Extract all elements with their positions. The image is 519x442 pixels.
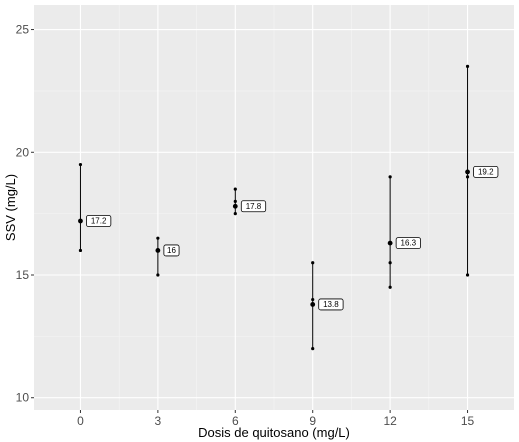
y-tick-label: 15 <box>16 268 30 282</box>
data-label-box <box>318 298 344 311</box>
mean-point <box>232 203 238 209</box>
data-point <box>311 297 315 302</box>
data-point <box>388 175 392 179</box>
data-label: 17.8 <box>246 202 262 211</box>
data-point <box>233 199 237 203</box>
data-label-box <box>395 237 421 249</box>
data-point <box>388 261 392 265</box>
x-axis-title: Dosis de quitosano (mg/L) <box>198 425 350 440</box>
data-label: 16.3 <box>401 239 417 248</box>
data-point <box>465 64 470 68</box>
x-tick-label: 6 <box>232 414 239 428</box>
data-point <box>78 248 83 253</box>
data-labels: 17.2 16 17.8 13.8 16.3 19.2 <box>86 166 499 311</box>
y-tick-label: 20 <box>16 145 30 159</box>
axes: 0 3 6 9 12 15 10 15 20 25 <box>16 23 475 428</box>
data-label: 19.2 <box>478 167 494 176</box>
data-point <box>233 187 237 191</box>
data-point <box>311 261 315 265</box>
x-tick-label: 15 <box>461 414 475 428</box>
data-label-box <box>163 244 180 257</box>
x-tick-label: 12 <box>383 414 397 428</box>
y-tick-label: 10 <box>16 391 30 405</box>
data-point <box>388 285 392 289</box>
data-label: 13.8 <box>323 300 339 309</box>
x-tick-label: 9 <box>309 414 316 428</box>
data-point <box>233 212 237 216</box>
y-tick-label: 25 <box>16 23 30 37</box>
data-point <box>156 236 160 240</box>
mean-point <box>78 218 83 224</box>
y-axis-title: SSV (mg/L) <box>3 174 18 241</box>
mean-point <box>387 240 393 246</box>
mean-point <box>155 248 161 253</box>
data-point <box>311 347 315 351</box>
data-point <box>465 175 470 179</box>
data-point <box>465 273 470 277</box>
data-label: 16 <box>167 246 176 255</box>
mean-point <box>310 302 316 307</box>
data-point <box>156 273 160 277</box>
data-point <box>78 162 83 167</box>
x-tick-label: 3 <box>155 414 162 428</box>
data-label-box <box>240 200 267 213</box>
mean-point <box>465 169 470 175</box>
data-label-box <box>86 215 112 227</box>
data-label: 17.2 <box>91 217 107 226</box>
data-label-box <box>473 166 499 178</box>
data-marks <box>78 64 470 351</box>
x-tick-label: 0 <box>77 414 84 428</box>
